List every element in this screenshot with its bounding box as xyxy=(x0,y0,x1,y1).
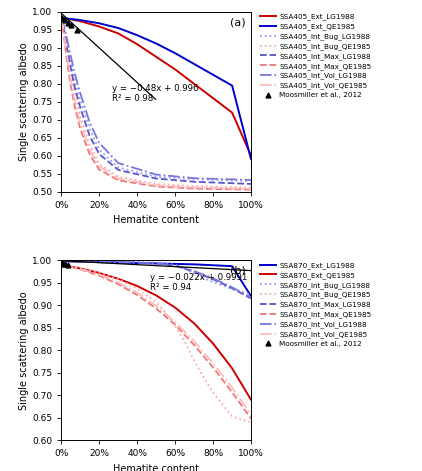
Y-axis label: Single scattering albedo: Single scattering albedo xyxy=(19,291,29,410)
X-axis label: Hematite content: Hematite content xyxy=(113,464,199,471)
Text: (b): (b) xyxy=(230,266,246,276)
Y-axis label: Single scattering albedo: Single scattering albedo xyxy=(19,42,29,161)
Legend: SSA405_Ext_LG1988, SSA405_Ext_QE1985, SSA405_Int_Bug_LG1988, SSA405_Int_Bug_QE19: SSA405_Ext_LG1988, SSA405_Ext_QE1985, SS… xyxy=(260,14,371,98)
Text: (a): (a) xyxy=(230,17,246,27)
X-axis label: Hematite content: Hematite content xyxy=(113,215,199,226)
Text: y = −0.48x + 0.996
R² = 0.98: y = −0.48x + 0.996 R² = 0.98 xyxy=(112,84,199,103)
Text: y = −0.022x + 0.9991
R² = 0.94: y = −0.022x + 0.9991 R² = 0.94 xyxy=(150,273,248,292)
Legend: SSA870_Ext_LG1988, SSA870_Ext_QE1985, SSA870_Int_Bug_LG1988, SSA870_Int_Bug_QE19: SSA870_Ext_LG1988, SSA870_Ext_QE1985, SS… xyxy=(260,262,371,347)
